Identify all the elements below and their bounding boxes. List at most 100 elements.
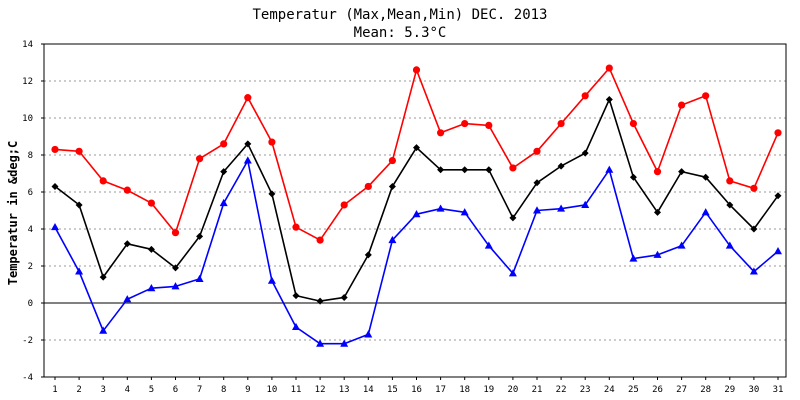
data-point-min [316,339,325,347]
data-point-max [147,199,155,207]
x-tick-label: 2 [76,385,81,395]
data-point-mean [220,168,228,176]
data-point-mean [726,201,734,209]
x-tick-label: 31 [773,385,784,395]
x-tick-label: 21 [532,385,543,395]
data-point-mean [123,240,131,248]
data-point-mean [413,144,420,152]
data-point-min [436,204,445,212]
data-point-min [460,208,469,216]
data-point-min [219,198,228,207]
data-point-mean [292,292,300,300]
data-point-mean [340,293,348,301]
data-point-min [123,295,132,303]
data-point-min [701,208,710,216]
x-tick-label: 26 [652,385,663,395]
data-point-min [774,247,782,255]
data-point-mean [774,192,782,200]
data-point-max [509,164,517,172]
data-point-max [726,177,734,185]
data-point-min [484,241,493,249]
data-point-min [267,276,276,284]
y-tick-label: 14 [22,40,33,50]
data-point-min [629,254,638,262]
x-tick-label: 18 [459,385,470,395]
data-point-mean [605,96,613,103]
x-tick-label: 1 [52,385,57,395]
y-tick-label: 8 [28,151,33,161]
data-point-max [364,182,372,191]
y-tick-label: 10 [22,114,33,124]
data-point-max [171,229,180,237]
data-point-min [99,326,108,334]
y-tick-label: 2 [28,262,33,272]
data-point-min [677,241,686,249]
data-point-max [340,201,348,209]
data-point-min [581,200,590,208]
data-point-mean [196,232,204,240]
data-point-mean [75,201,83,209]
data-point-mean [99,273,107,281]
data-point-mean [509,214,517,222]
y-tick-label: -2 [22,336,33,346]
data-point-max [437,129,445,137]
data-point-max [268,138,276,146]
x-tick-label: 4 [125,385,130,395]
data-point-min [412,210,421,218]
data-point-max [774,129,782,137]
grid-layer [44,80,786,341]
y-tick-label: 0 [28,299,33,309]
data-point-max [702,92,710,100]
x-tick-label: 24 [604,385,615,395]
data-point-max [220,140,228,148]
data-point-max [99,177,107,185]
data-point-mean [316,297,324,305]
data-point-mean [268,190,276,198]
data-point-min [292,322,300,331]
x-tick-label: 29 [724,385,735,395]
x-tick-label: 23 [580,385,591,395]
x-tick-label: 17 [435,385,446,395]
data-point-min [388,235,397,244]
data-point-mean [147,245,155,253]
data-point-min [147,284,156,292]
data-point-min [557,204,566,212]
data-point-min [340,339,349,347]
series-line-mean [54,98,779,302]
data-point-max [388,156,396,165]
x-tick-label: 8 [221,385,226,395]
data-point-max [123,186,131,194]
series-line-min [54,159,779,345]
data-point-mean [557,162,565,170]
data-point-min [653,250,662,258]
y-tick-label: 12 [22,77,33,87]
data-point-max [485,121,493,129]
x-tick-label: 25 [628,385,639,395]
series-layer [51,64,782,347]
chart-subtitle: Mean: 5.3°C [354,25,447,41]
data-point-min [195,274,204,282]
data-point-mean [702,173,710,181]
data-point-mean [437,166,445,174]
data-point-mean [461,166,469,174]
data-point-max [581,92,589,100]
chart-title: Temperatur (Max,Mean,Min) DEC. 2013 [252,7,547,23]
data-point-max [605,64,613,72]
x-tick-label: 30 [748,385,759,395]
data-point-mean [750,225,758,233]
data-point-min [533,206,541,214]
data-point-mean [172,264,179,272]
data-point-mean [244,140,252,148]
y-tick-label: 6 [28,188,33,198]
x-tick-label: 11 [291,385,302,395]
data-point-mean [51,182,59,190]
x-tick-label: 22 [556,385,567,395]
data-point-min [243,156,252,164]
x-tick-label: 3 [100,385,105,395]
data-point-min [508,269,517,277]
data-point-mean [678,168,686,176]
x-tick-label: 20 [507,385,518,395]
data-point-max [412,66,421,74]
data-point-max [51,145,59,154]
